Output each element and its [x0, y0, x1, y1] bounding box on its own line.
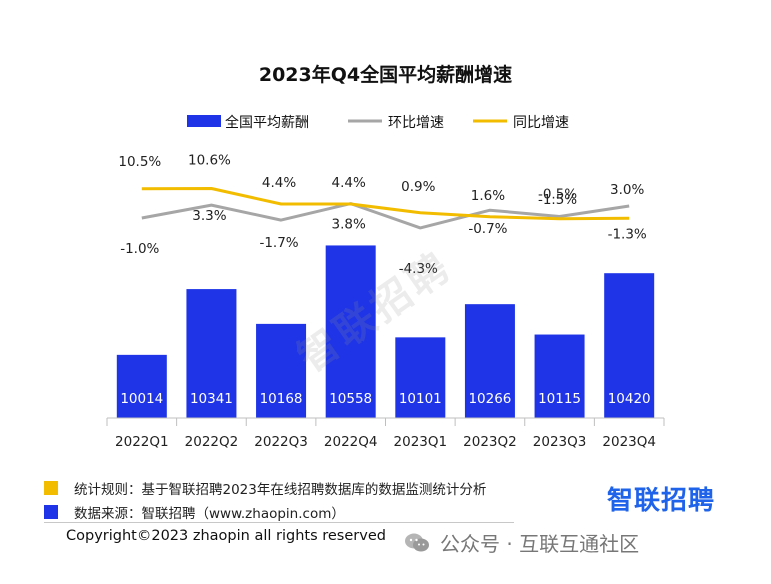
legend-yoy-label: 同比增速 — [513, 115, 569, 131]
legend-bars-swatch — [187, 115, 221, 127]
yoy-label-2023Q1: 0.9% — [401, 179, 435, 195]
footer-divider — [44, 522, 514, 523]
yoy-label-2023Q2: -0.7% — [468, 221, 507, 237]
legend-bars-label: 全国平均薪酬 — [225, 114, 309, 131]
bar-value-2022Q2: 10341 — [190, 391, 233, 407]
bar-value-2022Q1: 10014 — [120, 391, 163, 407]
mom-label-2023Q4: 3.0% — [610, 182, 644, 198]
mom-label-2022Q3: -1.7% — [259, 235, 298, 251]
yoy-label-2022Q1: 10.5% — [118, 154, 161, 170]
bar-value-2023Q4: 10420 — [608, 391, 651, 407]
yoy-label-2022Q3: 4.4% — [262, 175, 296, 191]
x-tick-label-2022Q4: 2022Q4 — [324, 434, 378, 450]
legend-mom-label: 环比增速 — [388, 115, 444, 131]
footer-rule: 统计规则：基于智联招聘2023年在线招聘数据库的数据监测统计分析 — [44, 478, 486, 498]
brand-logo: 智联招聘 — [607, 480, 715, 517]
bar-2022Q1 — [117, 355, 167, 418]
chart: 全国平均薪酬 环比增速 同比增速 10014 10341 10168 10558 10101 1… — [0, 0, 771, 470]
mom-label-2022Q2: 3.3% — [192, 208, 226, 224]
source-label: 数据来源：智联招聘（www.zhaopin.com） — [74, 502, 345, 522]
x-tick-label-2023Q4: 2023Q4 — [602, 434, 656, 450]
wechat-watermark: 公众号 · 互联互通社区 — [404, 528, 639, 557]
yoy-label-2022Q4: 4.4% — [332, 175, 366, 191]
x-tick-label-2023Q3: 2023Q3 — [533, 434, 587, 450]
mom-label-2022Q1: -1.0% — [120, 241, 159, 257]
bar-value-2023Q1: 10101 — [399, 391, 442, 407]
mom-label-2022Q4: 3.8% — [332, 217, 366, 233]
mom-label-2023Q1: -4.3% — [399, 261, 438, 277]
x-tick-label-2023Q2: 2023Q2 — [463, 434, 517, 450]
yoy-label-2023Q4: -1.3% — [608, 226, 647, 242]
yoy-label-2023Q3: -1.5% — [538, 192, 577, 208]
wechat-text: 公众号 · 互联互通社区 — [440, 528, 639, 557]
rule-label: 统计规则：基于智联招聘2023年在线招聘数据库的数据监测统计分析 — [74, 478, 486, 498]
x-tick-label-2022Q1: 2022Q1 — [115, 434, 169, 450]
x-tick-label-2022Q3: 2022Q3 — [254, 434, 308, 450]
bar-value-2022Q3: 10168 — [260, 391, 303, 407]
x-tick-label-2023Q1: 2023Q1 — [394, 434, 448, 450]
copyright: Copyright©2023 zhaopin all rights reserv… — [66, 528, 386, 544]
x-tick-label-2022Q2: 2022Q2 — [185, 434, 239, 450]
wechat-icon — [404, 532, 430, 554]
source-marker — [44, 505, 58, 519]
bar-value-2022Q4: 10558 — [329, 391, 372, 407]
yoy-label-2022Q2: 10.6% — [188, 153, 231, 169]
bar-value-2023Q3: 10115 — [538, 391, 581, 407]
bar-value-2023Q2: 10266 — [468, 391, 511, 407]
footer-source: 数据来源：智联招聘（www.zhaopin.com） — [44, 502, 345, 522]
rule-marker — [44, 481, 58, 495]
mom-label-2023Q2: 1.6% — [471, 188, 505, 204]
